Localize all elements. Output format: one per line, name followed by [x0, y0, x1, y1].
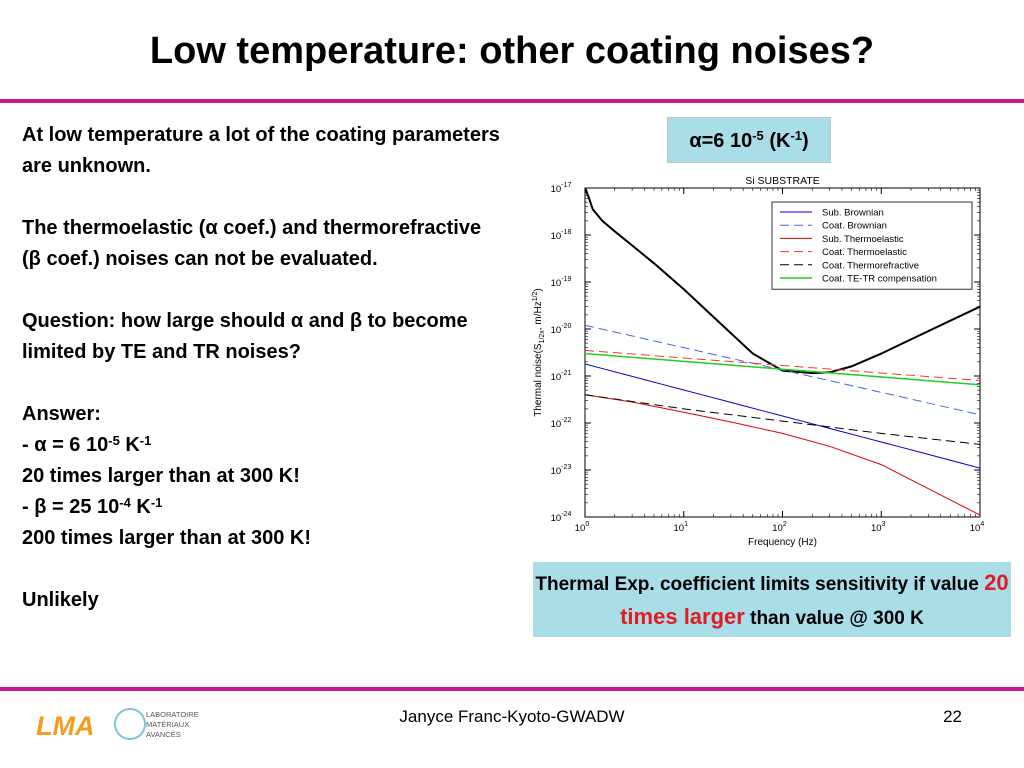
- series-coat-brownian: [585, 324, 980, 416]
- series-sub-thermoelastic: [585, 394, 980, 516]
- caption-highlight: 20 times larger: [620, 570, 1009, 629]
- chart-title: Si SUBSTRATE: [745, 175, 819, 187]
- conclusion: Unlikely: [22, 589, 99, 611]
- body-text: At low temperature a lot of the coating …: [22, 120, 502, 616]
- question-paragraph: Question: how large should α and β to be…: [22, 310, 468, 363]
- alpha-value-box: α=6 10-5 (K-1): [667, 117, 831, 163]
- x-tick-label: 100: [575, 521, 590, 534]
- answer-label: Answer:: [22, 403, 101, 425]
- coefficient-paragraph: The thermoelastic (α coef.) and thermore…: [22, 217, 482, 270]
- y-tick-label: 10-24: [551, 511, 572, 524]
- legend-label: Sub. Thermoelastic: [822, 234, 904, 245]
- caption-box: Thermal Exp. coefficient limits sensitiv…: [533, 562, 1011, 637]
- page-number: 22: [943, 707, 962, 726]
- intro-paragraph: At low temperature a lot of the coating …: [22, 124, 500, 177]
- series-coat-thermoelastic: [585, 349, 980, 382]
- series-sub-brownian: [585, 363, 980, 469]
- y-tick-label: 10-18: [551, 229, 572, 242]
- series-total: [585, 188, 980, 375]
- legend-label: Coat. Thermoelastic: [822, 247, 907, 258]
- y-tick-label: 10-17: [551, 182, 572, 195]
- logo-mark: LMA: [36, 711, 94, 741]
- series-coat-thermorefractive: [585, 394, 980, 445]
- logo-line2: MATÉRIAUX: [146, 720, 189, 729]
- x-tick-label: 104: [970, 521, 985, 534]
- y-tick-label: 10-22: [551, 417, 572, 430]
- top-divider: [0, 99, 1024, 103]
- y-axis-label: Thermal noise(S1/2x, m/Hz1/2): [532, 288, 546, 417]
- x-axis-label: Frequency (Hz): [748, 537, 817, 548]
- legend-label: Sub. Brownian: [822, 208, 884, 219]
- legend-label: Coat. Brownian: [822, 221, 887, 232]
- y-tick-label: 10-21: [551, 370, 572, 383]
- y-tick-label: 10-20: [551, 323, 572, 336]
- x-tick-label: 103: [871, 521, 886, 534]
- alpha-answer: - α = 6 10-5 K-1: [22, 433, 152, 456]
- alpha-note: 20 times larger than at 300 K!: [22, 465, 300, 487]
- legend-box: [771, 201, 973, 290]
- y-tick-label: 10-23: [551, 464, 572, 477]
- x-tick-label: 101: [674, 521, 689, 534]
- logo-line3: AVANCÉS: [146, 730, 181, 739]
- legend-label: Coat. TE-TR compensation: [822, 274, 937, 285]
- beta-answer: - β = 25 10-4 K-1: [22, 495, 163, 518]
- lma-logo: LMA LABORATOIRE MATÉRIAUX AVANCÉS: [36, 708, 199, 741]
- legend-label: Coat. Thermorefractive: [822, 260, 919, 271]
- logo-line1: LABORATOIRE: [146, 710, 199, 719]
- bottom-divider: [0, 687, 1024, 691]
- y-tick-label: 10-19: [551, 276, 572, 289]
- beta-note: 200 times larger than at 300 K!: [22, 527, 312, 549]
- slide-title: Low temperature: other coating noises?: [149, 30, 875, 72]
- series-coat-te-tr-compensation: [585, 352, 980, 386]
- footer-text: Janyce Franc-Kyoto-GWADW: [399, 707, 625, 726]
- thermal-noise-chart: Si SUBSTRATE 100 101 102 103 104 10-24 10-23 10-…: [532, 175, 985, 548]
- x-tick-label: 102: [772, 521, 787, 534]
